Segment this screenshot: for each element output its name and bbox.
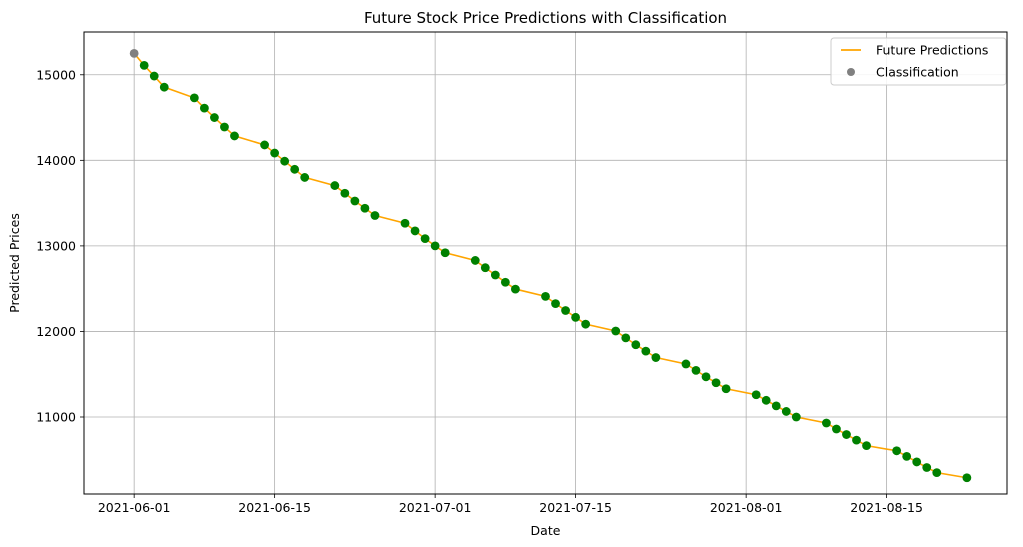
classification-point xyxy=(561,306,570,315)
y-tick-label: 15000 xyxy=(36,67,76,82)
plot-area xyxy=(129,48,972,483)
x-tick-label: 2021-07-15 xyxy=(539,500,612,515)
x-tick-label: 2021-06-15 xyxy=(238,500,311,515)
classification-point xyxy=(330,181,340,190)
classification-point xyxy=(300,173,310,182)
classification-point xyxy=(400,218,410,228)
classification-point xyxy=(892,446,902,456)
classification-point xyxy=(912,457,922,467)
classification-point xyxy=(962,473,972,483)
legend-label-predictions: Future Predictions xyxy=(876,43,988,58)
classification-point xyxy=(771,401,781,411)
classification-point xyxy=(581,319,591,329)
classification-point xyxy=(139,60,149,70)
grid-lines xyxy=(84,32,1007,494)
classification-point xyxy=(631,340,641,350)
classification-point xyxy=(781,407,791,416)
classification-point xyxy=(822,418,831,428)
legend-dot-swatch xyxy=(847,68,855,76)
classification-point xyxy=(410,226,420,236)
series-line-future-predictions xyxy=(133,52,968,479)
classification-point xyxy=(340,188,350,198)
y-tick-label: 11000 xyxy=(36,410,76,425)
x-tick-label: 2021-08-01 xyxy=(710,500,783,515)
x-tick-label: 2021-07-01 xyxy=(399,500,472,515)
y-tick-label: 13000 xyxy=(36,238,76,253)
classification-point xyxy=(721,384,731,394)
classification-point xyxy=(270,148,280,158)
classification-point xyxy=(842,430,851,439)
classification-point xyxy=(902,451,912,461)
classification-point xyxy=(230,131,239,141)
classification-point xyxy=(651,353,661,362)
legend-label-classification: Classification xyxy=(876,65,959,80)
classification-point xyxy=(691,365,701,375)
classification-point xyxy=(761,395,771,405)
classification-point xyxy=(470,256,480,265)
classification-point xyxy=(511,284,520,294)
classification-point xyxy=(490,270,500,280)
classification-point xyxy=(199,103,209,113)
classification-point xyxy=(500,277,510,287)
classification-point xyxy=(149,71,159,81)
y-tick-label: 12000 xyxy=(36,324,76,339)
classification-point xyxy=(350,196,360,206)
classification-point xyxy=(852,435,861,445)
legend-box xyxy=(830,37,1007,86)
classification-point xyxy=(832,424,841,434)
classification-point xyxy=(611,326,621,336)
x-axis-label: Date xyxy=(531,523,561,538)
classification-point xyxy=(551,299,560,309)
classification-point xyxy=(571,312,580,322)
classification-point xyxy=(129,48,139,58)
chart-title: Future Stock Price Predictions with Clas… xyxy=(364,9,727,27)
legend: Future Predictions Classification xyxy=(830,37,1007,86)
classification-point xyxy=(360,203,370,213)
classification-point xyxy=(159,82,169,92)
classification-point xyxy=(290,164,300,174)
classification-point xyxy=(641,346,651,356)
classification-point xyxy=(220,122,229,132)
classification-point xyxy=(189,93,199,103)
classification-point xyxy=(260,140,269,150)
x-tick-label: 2021-08-15 xyxy=(850,500,923,515)
classification-point xyxy=(681,359,691,369)
classification-point xyxy=(751,390,761,400)
classification-point xyxy=(440,248,450,258)
classification-point xyxy=(280,156,290,166)
classification-point xyxy=(420,234,430,244)
classification-point xyxy=(370,211,380,220)
y-axis-label: Predicted Prices xyxy=(7,213,22,313)
classification-point xyxy=(922,463,932,472)
x-tick-label: 2021-06-01 xyxy=(98,500,171,515)
classification-point xyxy=(932,468,942,478)
classification-point xyxy=(711,378,721,388)
classification-point xyxy=(701,372,711,382)
classification-point xyxy=(541,291,550,301)
classification-point xyxy=(862,441,871,451)
axes-frame xyxy=(83,31,1008,495)
ticks: 2021-06-01 2021-06-15 2021-07-01 2021-07-15… xyxy=(36,67,923,515)
classification-point xyxy=(791,412,801,422)
y-tick-label: 14000 xyxy=(36,153,76,168)
classification-point xyxy=(480,263,490,273)
classification-point xyxy=(621,333,631,343)
classification-point xyxy=(210,113,219,122)
classification-point xyxy=(430,241,440,251)
